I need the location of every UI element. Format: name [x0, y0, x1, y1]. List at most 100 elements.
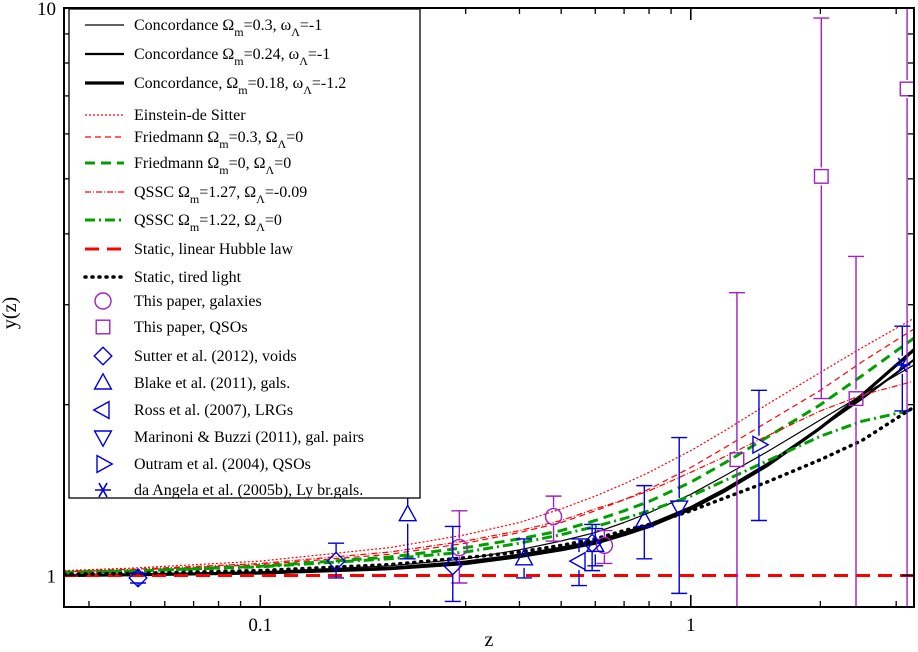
legend-label: Concordance Ωm=0.24, ωΛ=-1: [134, 46, 330, 68]
circle-marker: [544, 507, 563, 526]
data-points: [128, 8, 914, 607]
legend-entry-qso: This paper, QSOs: [95, 319, 248, 336]
x-tick-label: 0.1: [248, 615, 272, 636]
legend-text: =0.3, ω: [244, 17, 292, 34]
star-marker: [894, 357, 911, 373]
legend-text: =1.22, Ω: [199, 212, 256, 229]
legend-star-marker: [95, 482, 111, 498]
point-ross: [568, 538, 588, 587]
legend-text: Friedmann Ω: [134, 129, 219, 146]
legend-label: QSSC Ωm=1.22, ΩΛ=0: [134, 212, 282, 234]
triangle-down-marker: [669, 500, 689, 518]
point-qso: [813, 17, 830, 400]
legend-entry-gal: This paper, galaxies: [94, 292, 262, 310]
plot-frame: [63, 7, 915, 608]
legend-text: Concordance Ω: [134, 46, 234, 63]
point-gal: [595, 529, 614, 565]
point-blake: [634, 484, 654, 560]
point-blake: [514, 538, 534, 579]
legend-triangle-right-marker: [96, 454, 114, 474]
triangle-up-marker: [634, 509, 654, 528]
legend-triangle-left-marker: [92, 400, 110, 420]
point-sutter: [128, 568, 148, 588]
legend-entry-marinoni: Marinoni & Buzzi (2011), gal. pairs: [93, 429, 364, 448]
legend-subscript: Λ: [291, 25, 300, 39]
legend-entry-tired: Static, tired light: [83, 269, 242, 286]
legend-entry-static_lin: Static, linear Hubble law: [85, 241, 294, 258]
legend-entry-ross: Ross et al. (2007), LRGs: [92, 400, 293, 420]
legend-entry-conc2: Concordance Ωm=0.24, ωΛ=-1: [85, 46, 330, 68]
legend-text: Marinoni & Buzzi (2011), gal. pairs: [134, 429, 364, 446]
triangle-up-marker: [585, 534, 605, 553]
legend-entry-eds: Einstein-de Sitter: [85, 107, 246, 124]
legend-text: =-1: [300, 17, 322, 34]
legend-text: =-1.2: [312, 75, 346, 92]
legend-circle-marker: [94, 292, 112, 310]
legend-label: Concordance Ωm=0.3, ωΛ=-1: [134, 17, 322, 39]
y-tick-label: 10: [37, 0, 56, 20]
legend-text: QSSC Ω: [134, 212, 190, 229]
legend-subscript: Λ: [256, 192, 265, 206]
point-daangela: [894, 325, 911, 412]
point-marinoni: [669, 436, 689, 595]
legend-subscript: m: [219, 137, 229, 151]
y-axis-label: y(z): [0, 297, 21, 329]
point-gal: [544, 495, 563, 542]
legend-text: Friedmann Ω: [134, 155, 219, 172]
legend-text: Concordance Ω: [134, 17, 234, 34]
y-tick-label: 1: [47, 566, 57, 587]
legend-text: Sutter et al. (2012), voids: [134, 348, 297, 365]
legend-label: This paper, QSOs: [134, 319, 248, 336]
legend-text: =1.27, Ω: [199, 184, 256, 201]
legend-subscript: m: [234, 54, 244, 68]
curve-tired: [64, 405, 914, 577]
point-outram: [750, 389, 770, 522]
legend-label: da Angela et al. (2005b), Ly br.gals.: [134, 482, 363, 499]
legend-label: Friedmann Ωm=0, ΩΛ=0: [134, 155, 291, 177]
legend-text: Static, linear Hubble law: [134, 241, 294, 258]
square-marker: [729, 452, 745, 468]
legend-label: Marinoni & Buzzi (2011), gal. pairs: [134, 429, 364, 446]
legend-label: Friedmann Ωm=0.3, ΩΛ=0: [134, 129, 303, 151]
legend-subscript: Λ: [303, 83, 312, 97]
legend-label: Concordance, Ωm=0.18, ωΛ=-1.2: [134, 75, 346, 97]
legend-subscript: m: [190, 192, 200, 206]
legend-box: [68, 8, 421, 499]
legend-label: Ross et al. (2007), LRGs: [134, 402, 293, 419]
point-sutter: [442, 525, 463, 603]
legend-label: Blake et al. (2011), gals.: [134, 375, 290, 392]
point-gal: [450, 510, 469, 584]
legend-entry-sutter: Sutter et al. (2012), voids: [93, 346, 297, 366]
legend-label: QSSC Ωm=1.27, ΩΛ=-0.09: [134, 184, 307, 206]
legend-text: =-0.09: [265, 184, 307, 201]
legend-text: Blake et al. (2011), gals.: [134, 375, 290, 392]
curve-fried1: [64, 328, 914, 573]
legend-triangle-down-marker: [93, 430, 113, 448]
legend-text: =0.3, Ω: [229, 129, 278, 146]
triangle-right-marker: [752, 435, 770, 455]
point-qso: [848, 255, 865, 607]
legend-entry-fried1: Friedmann Ωm=0.3, ΩΛ=0: [85, 129, 303, 151]
curve-qssc1: [64, 380, 914, 572]
legend-subscript: m: [238, 83, 248, 97]
triangle-left-marker: [568, 551, 586, 571]
legend-subscript: m: [190, 220, 200, 234]
x-tick-label: 1: [686, 615, 696, 636]
legend-subscript: m: [219, 163, 229, 177]
point-sutter: [326, 542, 346, 579]
triangle-up-marker: [514, 548, 534, 566]
legend-text: This paper, galaxies: [134, 293, 262, 310]
curve-qssc2: [64, 408, 914, 575]
legend-entry-conc3: Concordance, Ωm=0.18, ωΛ=-1.2: [85, 75, 346, 97]
diamond-marker: [128, 568, 148, 588]
point-blake: [585, 527, 605, 567]
legend-subscript: Λ: [299, 54, 308, 68]
legend-text: Concordance, Ω: [134, 75, 238, 92]
legend-text: This paper, QSOs: [134, 319, 248, 336]
legend-text: =0: [286, 129, 303, 146]
legend-label: Outram et al. (2004), QSOs: [134, 456, 311, 473]
legend-text: da Angela et al. (2005b), Ly br.gals.: [134, 482, 363, 499]
square-marker: [813, 168, 829, 184]
